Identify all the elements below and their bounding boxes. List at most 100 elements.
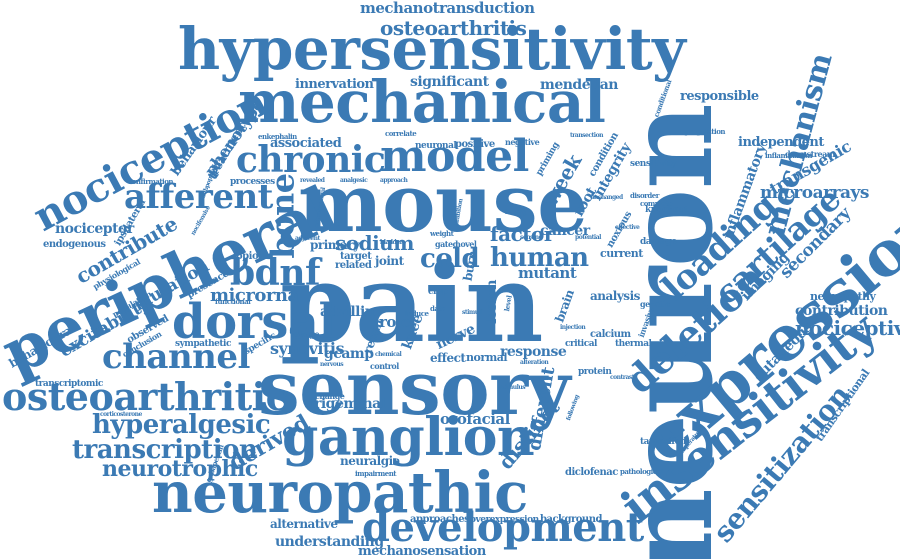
word-brain: brain [552, 287, 577, 325]
word-nervous: nervous [320, 361, 344, 368]
word-mechanical: mechanical [238, 68, 606, 136]
word-downstream: downstream [785, 149, 835, 159]
word-response: response [500, 344, 567, 360]
word-sympathetic: sympathetic [175, 339, 231, 349]
word-stimuli: stimuli [462, 309, 483, 316]
word-advillin: advillin [320, 304, 375, 320]
word-bdnf: bdnf [230, 252, 321, 294]
word-mendelian: mendelian [540, 77, 618, 93]
word-lacking: lacking [505, 209, 527, 216]
word-current: current [600, 247, 643, 260]
word-factor: factor [490, 222, 554, 246]
word-transcriptomic: transcriptomic [35, 379, 103, 389]
word-negative: negative [505, 137, 540, 147]
word-endogenous: endogenous [43, 239, 106, 250]
word-transection: transection [570, 132, 603, 139]
word-change: change [315, 391, 345, 401]
word-opioids: opioids [236, 251, 274, 262]
word-dorsal: dorsal [172, 294, 337, 350]
word-approach: approach [380, 177, 408, 184]
word-effect: effect [430, 351, 466, 365]
word-data: data [430, 304, 446, 313]
word-effective: effective [615, 224, 640, 231]
word-synovitis: synovitis [270, 339, 344, 358]
word-associated: associated [270, 136, 342, 151]
word-potential: potential [575, 234, 601, 241]
word-model: model [380, 131, 529, 182]
word-overexpression: overexpression [470, 515, 539, 525]
word-related: related [335, 260, 372, 271]
word-target: target [340, 251, 372, 262]
word-gcamp: gcamp [324, 346, 374, 362]
word-confirmation: confirmation [128, 177, 173, 186]
word-joint: joint [375, 254, 404, 268]
word-approaches: approaches [410, 514, 470, 525]
word-corticosterone: corticosterone [100, 411, 142, 418]
word-human: human [490, 243, 589, 273]
word-channel: channel [102, 337, 250, 377]
word-neuralgia: neuralgia [340, 454, 400, 468]
word-responsible: responsible [680, 89, 759, 104]
word-neuropathy: neuropathy [810, 290, 876, 303]
word-novel: novel [455, 239, 477, 249]
word-transcription: transcription [72, 435, 258, 465]
word-ganglion: ganglion [282, 407, 535, 468]
word-mutant: mutant [518, 264, 577, 282]
word-tamoxifen: tamoxifen [640, 437, 686, 447]
word-unchanged: unchanged [590, 194, 623, 201]
word-knockout: knockout [645, 205, 689, 215]
word-sensing: sensing [520, 234, 543, 241]
word-neurotrophic: neurotrophic [102, 456, 258, 482]
word-development: development [362, 504, 644, 551]
word-enkephalin: enkephalin [258, 132, 297, 141]
word-cold: cold [420, 244, 480, 274]
word-chronic: chronic [236, 139, 386, 181]
word-hypersensitivity: hypersensitivity [178, 15, 686, 83]
word-contribution: contribution [795, 303, 888, 319]
word-microrna: microrna [210, 285, 299, 306]
word-mechanosensation: mechanosensation [358, 544, 486, 559]
word-revealed: revealed [300, 177, 325, 184]
word-genetic: genetic [640, 299, 670, 309]
word-correlate: correlate [385, 129, 417, 138]
word-induce: induce [405, 309, 429, 318]
word-hyperalgesic: hyperalgesic [92, 410, 271, 440]
word-positive: positive [455, 139, 495, 150]
word-significant: significant [410, 74, 489, 90]
word-sensory: sensory [258, 346, 571, 432]
word-bladder: bladder [380, 239, 403, 246]
word-analgesic: analgesic [340, 177, 368, 184]
word-gated: gated [435, 239, 458, 249]
word-functional: functional [215, 297, 251, 306]
word-independent: independent [738, 135, 824, 150]
word-adjacent: adjacent [295, 235, 320, 242]
word-osteoarthritic: osteoarthritic [2, 374, 289, 419]
word-lesion: lesion [483, 280, 500, 324]
word-cibp: cibp [428, 287, 448, 297]
word-innervation: innervation [295, 77, 374, 92]
word-pain: pain [280, 241, 544, 367]
word-upregulation: upregulation [680, 127, 725, 136]
word-thermal: thermal [615, 339, 652, 349]
word-neuronal: neuronal [415, 141, 457, 151]
word-critical: critical [565, 339, 597, 349]
word-injection: injection [560, 324, 586, 331]
word-disorder: disorder [630, 191, 659, 200]
word-analysis: analysis [590, 289, 640, 303]
word-alternative: alternative [270, 517, 338, 531]
word-sensitivity: sensitivity [630, 159, 676, 169]
word-processes: processes [230, 177, 275, 187]
word-trigeminal: trigeminal [308, 396, 386, 412]
word-weight: weight [430, 229, 454, 238]
word-inflammation: inflammation [765, 151, 812, 160]
word-neuropathic: neuropathic [152, 460, 528, 526]
word-alteration: alteration [520, 359, 549, 366]
word-primary: primary [310, 238, 360, 252]
word-contrast: contrast [610, 374, 635, 381]
word-stimulus: stimulus [500, 384, 526, 391]
word-protein: protein [578, 367, 612, 377]
word-pathological: pathological [620, 467, 663, 476]
word-orofacial: orofacial [440, 410, 510, 428]
word-nociceptor: nociceptor [55, 221, 134, 237]
word-damage: damage [640, 237, 677, 247]
